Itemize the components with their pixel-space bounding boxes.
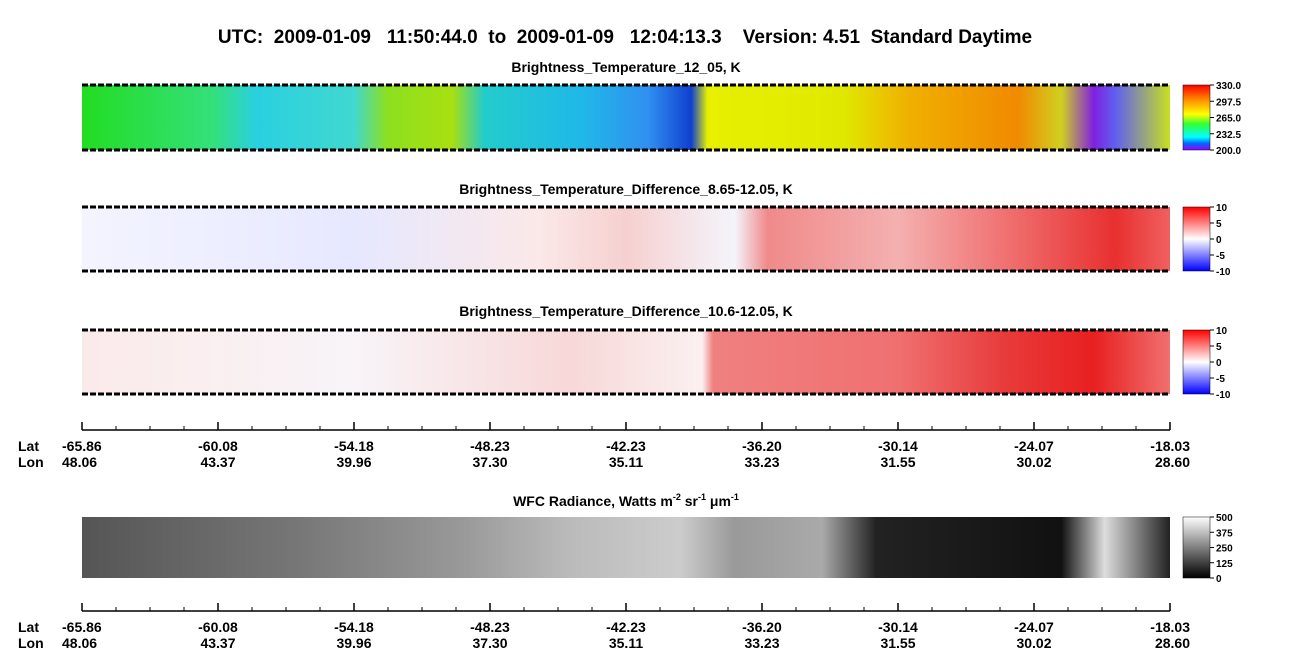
lat-tick-label: -65.86 xyxy=(62,438,102,454)
title-part: -1 xyxy=(731,492,739,502)
colorbar-tick-label: 250 xyxy=(1216,544,1233,555)
lat-tick-label: -18.03 xyxy=(1150,619,1190,635)
lat-tick-label: -24.07 xyxy=(1014,438,1054,454)
colorbar-tick-label: 265.0 xyxy=(1216,114,1241,125)
panel-title: Brightness_Temperature_Difference_10.6-1… xyxy=(459,303,793,319)
title-part: -1 xyxy=(698,492,706,502)
colorbar xyxy=(1182,516,1211,579)
lat-tick-label: -36.20 xyxy=(742,438,782,454)
lat-tick-label: -24.07 xyxy=(1014,619,1054,635)
lon-tick-label: 43.37 xyxy=(200,454,235,470)
lon-tick-label: 33.23 xyxy=(744,635,779,651)
colorbar-tick-label: 5 xyxy=(1216,342,1222,353)
lon-tick-label: 30.02 xyxy=(1016,454,1051,470)
colorbar-tick-label: 297.5 xyxy=(1216,97,1241,108)
colorbar-tick-label: -10 xyxy=(1216,390,1231,401)
lat-tick-label: -54.18 xyxy=(334,438,374,454)
lon-label: Lon xyxy=(18,635,44,651)
colorbar xyxy=(1182,84,1211,151)
lat-tick-label: -42.23 xyxy=(606,438,646,454)
image-strip xyxy=(82,330,1170,394)
colorbar-tick-label: 232.5 xyxy=(1216,130,1241,141)
image-strip xyxy=(82,207,1170,271)
lat-tick-label: -60.08 xyxy=(198,619,238,635)
lat-tick-label: -48.23 xyxy=(470,619,510,635)
colorbar-tick-label: 5 xyxy=(1216,219,1222,230)
lat-tick-label: -54.18 xyxy=(334,619,374,635)
lon-tick-label: 35.11 xyxy=(609,454,643,470)
title-part: -2 xyxy=(673,492,681,502)
lat-tick-label: -42.23 xyxy=(606,619,646,635)
lat-tick-label: -65.86 xyxy=(62,619,102,635)
colorbar-tick-label: -10 xyxy=(1216,267,1231,278)
lon-tick-label: 30.02 xyxy=(1016,635,1051,651)
lon-tick-label: 35.11 xyxy=(609,635,643,651)
title-part: WFC Radiance, Watts m xyxy=(513,493,673,509)
colorbar-tick-label: 10 xyxy=(1216,326,1228,337)
colorbar xyxy=(1182,329,1211,395)
lon-tick-label: 48.06 xyxy=(62,454,97,470)
lat-tick-label: -36.20 xyxy=(742,619,782,635)
image-strip xyxy=(82,517,1170,578)
colorbar-tick-label: 0 xyxy=(1216,235,1222,246)
lon-tick-label: 43.37 xyxy=(200,635,235,651)
colorbar-tick-label: 500 xyxy=(1216,513,1233,524)
image-strip xyxy=(82,85,1170,150)
colorbar-tick-label: -5 xyxy=(1216,251,1225,262)
lat-label: Lat xyxy=(18,438,39,454)
lon-tick-label: 31.55 xyxy=(880,454,915,470)
colorbar-tick-label: 125 xyxy=(1216,559,1233,570)
lon-tick-label: 28.60 xyxy=(1155,635,1190,651)
lat-tick-label: -30.14 xyxy=(878,619,918,635)
colorbar-tick-label: -5 xyxy=(1216,374,1225,385)
colorbar xyxy=(1182,206,1211,272)
colorbar-tick-label: 0 xyxy=(1216,574,1222,585)
colorbar-tick-label: 375 xyxy=(1216,528,1233,539)
lat-tick-label: -48.23 xyxy=(470,438,510,454)
main-title: UTC: 2009-01-09 11:50:44.0 to 2009-01-09… xyxy=(218,27,1032,48)
lat-tick-label: -18.03 xyxy=(1150,438,1190,454)
lon-tick-label: 39.96 xyxy=(336,635,371,651)
lon-tick-label: 48.06 xyxy=(62,635,97,651)
panel-title: WFC Radiance, Watts m-2 sr-1 μm-1 xyxy=(513,492,739,509)
colorbar-tick-label: 330.0 xyxy=(1216,81,1241,92)
lon-tick-label: 39.96 xyxy=(336,454,371,470)
title-part: sr xyxy=(681,493,699,509)
lon-tick-label: 28.60 xyxy=(1155,454,1190,470)
lon-tick-label: 31.55 xyxy=(880,635,915,651)
lon-tick-label: 37.30 xyxy=(472,454,507,470)
colorbar-tick-label: 10 xyxy=(1216,203,1228,214)
colorbar-tick-label: 200.0 xyxy=(1216,146,1241,157)
panel-title: Brightness_Temperature_12_05, K xyxy=(511,59,740,75)
lat-tick-label: -60.08 xyxy=(198,438,238,454)
lat-tick-label: -30.14 xyxy=(878,438,918,454)
panel-title: Brightness_Temperature_Difference_8.65-1… xyxy=(459,181,793,197)
lat-label: Lat xyxy=(18,619,39,635)
lon-label: Lon xyxy=(18,454,44,470)
lon-tick-label: 33.23 xyxy=(744,454,779,470)
colorbar-tick-label: 0 xyxy=(1216,358,1222,369)
lon-tick-label: 37.30 xyxy=(472,635,507,651)
title-part: μm xyxy=(706,493,731,509)
